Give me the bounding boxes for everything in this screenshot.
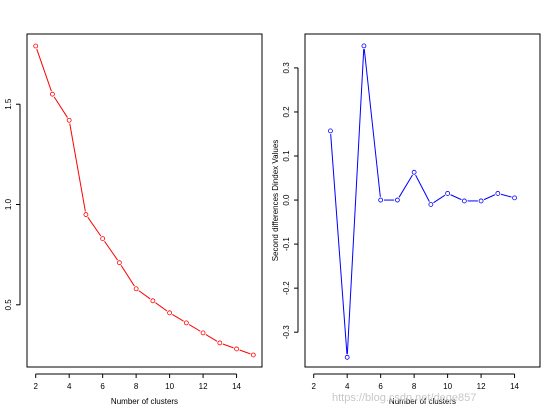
right-data-point xyxy=(512,195,517,201)
left-series-segment xyxy=(188,324,201,332)
left-series-segment xyxy=(36,48,52,92)
right-series-segment xyxy=(450,194,462,201)
right-y-tick-label: -0.3 xyxy=(282,325,291,339)
left-data-point xyxy=(234,346,239,352)
right-x-tick-label: 2 xyxy=(311,382,316,391)
left-x-tick-label: 8 xyxy=(134,382,139,391)
right-x-tick-label: 14 xyxy=(510,382,519,391)
right-data-point xyxy=(328,128,333,134)
watermark-text: https://blog.csdn.net/dege857 xyxy=(332,392,476,404)
left-x-tick-label: 6 xyxy=(100,382,105,391)
left-data-point xyxy=(50,91,55,97)
left-series-segment xyxy=(120,265,135,287)
right-data-point xyxy=(344,354,350,360)
right-series-segment xyxy=(415,174,430,202)
left-series-segment xyxy=(172,314,184,322)
right-y-tick-label: -0.1 xyxy=(282,237,291,251)
left-series-segment xyxy=(155,302,168,312)
left-data-point xyxy=(167,310,173,316)
left-series-segment xyxy=(138,290,151,300)
right-y-tick-label: 0.1 xyxy=(282,150,291,162)
left-series-segment xyxy=(239,349,251,355)
left-x-tick-label: 2 xyxy=(33,382,38,391)
right-data-point xyxy=(361,43,367,49)
right-data-point xyxy=(378,197,384,203)
left-series-segment xyxy=(205,334,218,342)
left-data-point xyxy=(66,117,72,123)
right-x-axis-title: Number of clusters xyxy=(389,397,456,406)
right-data-point xyxy=(478,198,484,204)
left-x-tick-label: 14 xyxy=(232,382,241,391)
left-x-axis-title: Number of clusters xyxy=(111,397,178,406)
left-panel: 2 4 6 8 10 12 14 0.5 1.0 1.5 Number of clusters Din… xyxy=(0,33,263,406)
left-data-point xyxy=(100,236,106,242)
right-data-point xyxy=(428,202,434,207)
left-data-point xyxy=(250,352,256,358)
right-y-tick-label: -0.2 xyxy=(282,281,291,295)
left-series-segment xyxy=(87,216,102,237)
right-y-tick-label: 0.3 xyxy=(282,62,291,74)
right-series-segment xyxy=(398,174,413,198)
left-x-tick-label: 10 xyxy=(165,382,174,391)
right-panel: 2 4 6 8 10 12 14 -0.3 -0.2 -0.1 0.0 0.1 0.2 0.3 Number… xyxy=(271,33,541,406)
right-y-tick-label: 0.2 xyxy=(282,106,291,118)
left-data-point xyxy=(150,298,156,304)
left-data-point xyxy=(33,43,39,49)
left-data-point xyxy=(183,320,189,326)
left-plot-box xyxy=(26,33,263,368)
right-series-segment xyxy=(483,194,496,201)
left-series-segment xyxy=(104,240,118,261)
left-data-point xyxy=(217,340,223,346)
right-x-tick-label: 8 xyxy=(412,382,417,391)
right-series-segment xyxy=(433,194,446,204)
right-x-tick-label: 10 xyxy=(443,382,452,391)
right-series-segment xyxy=(330,134,348,355)
left-data-point xyxy=(133,286,139,292)
right-data-point xyxy=(445,191,451,196)
right-data-point xyxy=(461,198,467,204)
right-x-tick-label: 6 xyxy=(378,382,383,391)
right-plot-box xyxy=(304,33,541,368)
right-data-point xyxy=(394,197,400,203)
left-series-segment xyxy=(69,123,86,212)
left-x-tick-label: 4 xyxy=(67,382,72,391)
left-data-point xyxy=(200,330,206,336)
left-y-tick-label: 1.0 xyxy=(4,198,13,210)
left-series-segment xyxy=(222,343,234,349)
left-x-tick-label: 12 xyxy=(199,382,208,391)
left-y-tick-label: 1.5 xyxy=(4,98,13,110)
right-series-segment xyxy=(346,49,365,355)
right-series-segment xyxy=(500,193,512,198)
right-y-axis-title: Second differences Dindex Values xyxy=(271,140,280,262)
right-y-tick-label: 0.0 xyxy=(282,194,291,206)
right-series-segment xyxy=(363,49,381,197)
right-data-point xyxy=(495,191,501,196)
right-x-tick-label: 12 xyxy=(477,382,486,391)
left-series-segment xyxy=(53,96,68,118)
left-data-point xyxy=(83,212,89,217)
left-data-point xyxy=(116,260,122,266)
left-y-axis-title: Dindex Values xyxy=(0,175,2,226)
right-x-tick-label: 4 xyxy=(345,382,350,391)
left-y-tick-label: 0.5 xyxy=(4,299,13,311)
right-data-point xyxy=(411,169,417,175)
